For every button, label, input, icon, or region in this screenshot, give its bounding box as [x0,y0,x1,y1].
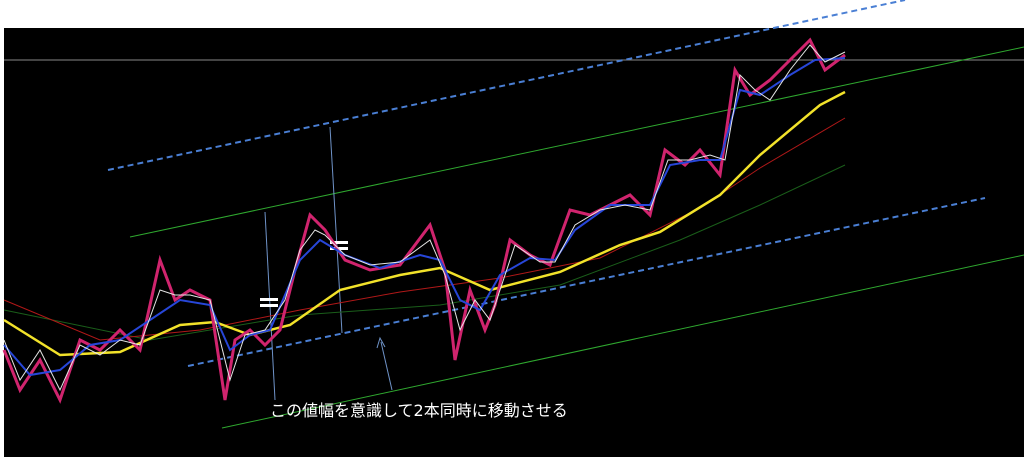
channel-lower-dashed [187,197,986,367]
annotation-arrowhead [376,336,386,349]
moving-average-short [3,90,846,357]
channel-lower-green [221,254,1024,429]
annotation-arrow [380,341,393,391]
moving-average-long [3,164,846,341]
annotation-text: この値幅を意識して2本同時に移動させる [270,401,568,420]
price-bars [2,37,846,404]
channel-upper-dashed [107,0,906,171]
price-average [3,57,846,377]
moving-average-mid [3,117,846,341]
channel-upper-green [129,46,1024,238]
price-line [3,44,846,392]
width-marker [329,126,343,334]
